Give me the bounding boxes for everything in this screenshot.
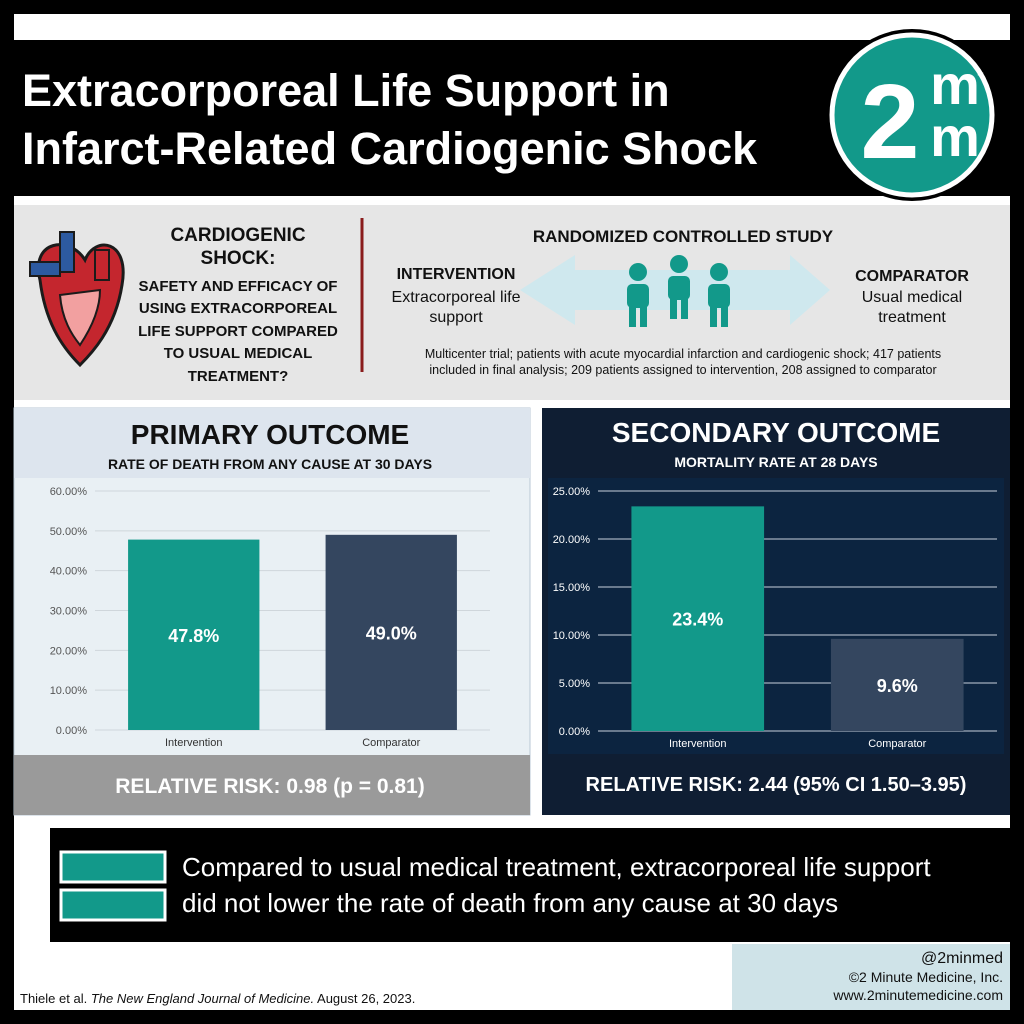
title-line: Extracorporeal Life Support in [22,65,670,116]
chart-title: PRIMARY OUTCOME [131,419,409,450]
arm-label: COMPARATOR [855,268,969,285]
y-tick-label: 15.00% [553,582,591,594]
credit-box [732,944,1010,1010]
x-tick-label: Comparator [868,738,926,750]
conclusion-text: Compared to usual medical treatment, ext… [182,852,931,882]
study-note: included in final analysis; 209 patients… [429,363,936,377]
primary-footer [14,755,530,815]
logo-letter: m [930,53,980,116]
bar [128,539,260,730]
annotation: RELATIVE RISK: 0.98 (p = 0.81) [115,775,424,798]
x-tick-label: Intervention [669,738,726,750]
y-tick-label: 20.00% [553,534,591,546]
chart-title: SECONDARY OUTCOME [612,417,940,448]
y-tick-label: 30.00% [50,606,88,618]
arm-text: support [429,309,483,326]
y-tick-label: 0.00% [56,725,87,737]
company: ©2 Minute Medicine, Inc. [849,969,1003,985]
citation-journal: The New England Journal of Medicine. [91,991,314,1006]
study-note: Multicenter trial; patients with acute m… [425,347,941,361]
handle: @2minmed [921,950,1003,967]
bar [830,638,964,731]
question-heading: SHOCK: [201,248,276,269]
value-label: 47.8% [168,626,219,646]
conclusion-text: did not lower the rate of death from any… [182,888,838,918]
y-tick-label: 40.00% [50,566,88,578]
question-text: SAFETY AND EFFICACY OF [139,278,338,295]
annotation: RELATIVE RISK: 2.44 (95% CI 1.50–3.95) [586,774,967,796]
citation: Thiele et al. The New England Journal of… [20,991,415,1006]
value-label: 49.0% [366,623,417,643]
people-icon [627,255,730,327]
x-tick-label: Intervention [165,737,222,749]
study-heading: RANDOMIZED CONTROLLED STUDY [533,227,834,246]
conclusion-box [50,828,1010,942]
y-tick-label: 10.00% [50,685,88,697]
arm-label: INTERVENTION [397,266,516,283]
bar [631,506,765,731]
arm-text: Extracorporeal life [392,289,521,306]
study-panel [14,205,1010,400]
value-label: 23.4% [672,610,723,630]
y-tick-label: 25.00% [553,486,591,498]
primary-header [14,408,530,478]
logo [829,32,995,198]
logo-digit: 2 [861,63,920,181]
y-tick-label: 5.00% [559,678,590,690]
logo-trademark: ™ [976,71,984,80]
bullet [59,850,167,884]
y-tick-label: 10.00% [553,630,591,642]
x-tick-label: Comparator [362,737,420,749]
citation-date: August 26, 2023. [314,991,415,1006]
heart-icon [29,231,125,368]
y-tick-label: 50.00% [50,526,88,538]
y-tick-label: 60.00% [50,486,88,498]
citation-authors: Thiele et al. [20,991,91,1006]
logo-letter: m [930,105,980,168]
y-tick-label: 0.00% [559,726,590,738]
question-text: USING EXTRACORPOREAL [139,300,337,317]
chart-subtitle: MORTALITY RATE AT 28 DAYS [674,454,877,470]
title-line: Infarct-Related Cardiogenic Shock [22,123,758,174]
y-tick-label: 20.00% [50,645,88,657]
url: www.2minutemedicine.com [832,987,1003,1003]
chart-subtitle: RATE OF DEATH FROM ANY CAUSE AT 30 DAYS [108,456,432,472]
question-text: TO USUAL MEDICAL [164,345,313,362]
question-text: LIFE SUPPORT COMPARED [138,323,338,340]
arm-text: treatment [878,309,946,326]
bar [325,534,457,730]
question-text: TREATMENT? [188,368,289,385]
question-heading: CARDIOGENIC [170,225,305,246]
arm-text: Usual medical [862,289,962,306]
value-label: 9.6% [877,676,918,696]
bullet [59,888,167,922]
